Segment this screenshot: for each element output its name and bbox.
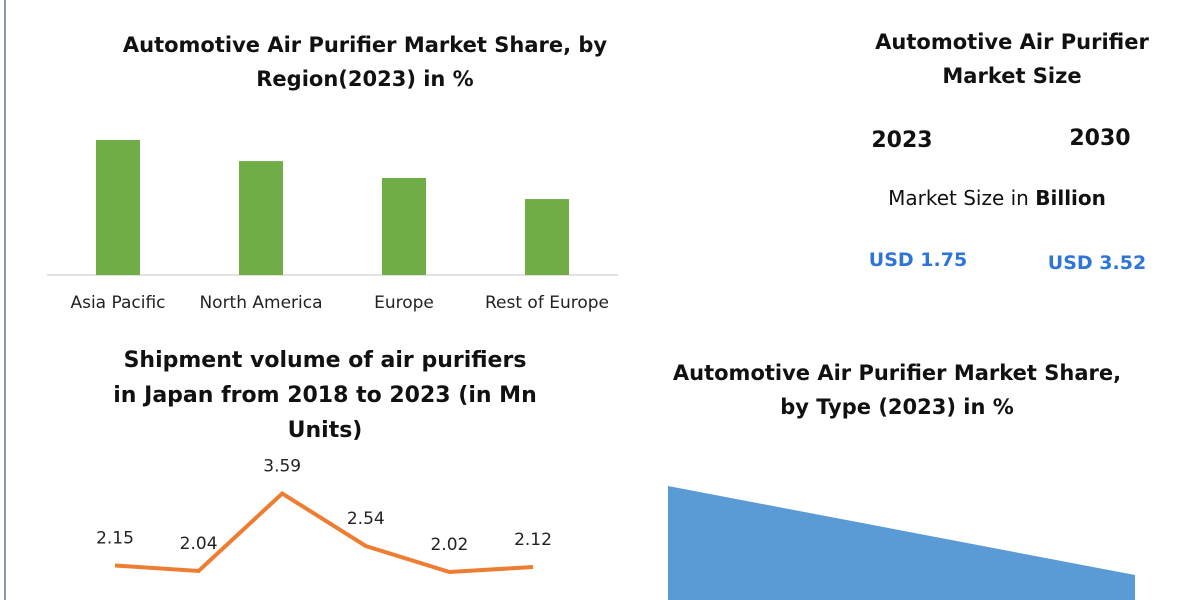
bar xyxy=(525,199,569,275)
year: 2023 xyxy=(871,128,933,153)
market-value: USD 3.52 xyxy=(1047,252,1147,274)
data-label: 2.15 xyxy=(96,529,134,549)
data-label: 3.59 xyxy=(263,457,301,477)
x-tick-label: Rest of Europe xyxy=(485,293,609,313)
year: 2030 xyxy=(1069,126,1131,151)
line xyxy=(114,490,534,575)
label: Market Size in xyxy=(888,186,1029,210)
label-bold: Billion xyxy=(1035,186,1106,210)
x-tick-label: Asia Pacific xyxy=(70,293,165,313)
data-label: 2.12 xyxy=(514,530,552,550)
data-label: 2.02 xyxy=(430,535,468,555)
chart-title: Automotive Air Purifier Market Share, by… xyxy=(122,33,608,91)
chart-title: Shipment volume of air purifiers in Japa… xyxy=(113,348,537,443)
bar xyxy=(96,140,140,275)
market-size-label: Market Size in Billion xyxy=(847,181,1147,215)
x-tick-label: Europe xyxy=(374,293,434,313)
bar xyxy=(239,161,283,275)
data-label: 2.04 xyxy=(180,534,218,554)
market-value: USD 1.75 xyxy=(868,249,968,271)
pie-slice xyxy=(668,486,1135,600)
x-tick-label: North America xyxy=(199,293,322,313)
market-size-title: Automotive Air Purifier Market Size xyxy=(875,30,1149,88)
bar xyxy=(382,177,426,275)
data-label: 2.54 xyxy=(347,509,385,529)
chart-title: Automotive Air Purifier Market Share, by… xyxy=(672,361,1122,419)
